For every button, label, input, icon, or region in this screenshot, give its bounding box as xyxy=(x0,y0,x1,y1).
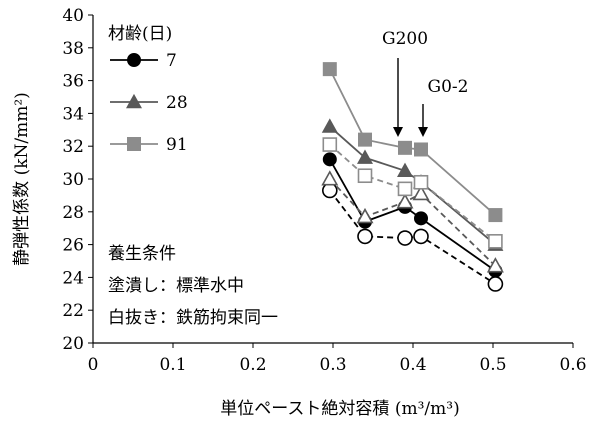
y-tick-label: 24 xyxy=(62,268,84,288)
annotation-g200: G200 xyxy=(382,29,428,137)
y-tick-label: 30 xyxy=(62,170,84,190)
tick-labels: 0 0.1 0.2 0.3 0.4 0.5 0.6 20 22 24 26 28 30 32 34 36 38 4… xyxy=(62,6,586,375)
data-point xyxy=(397,181,413,197)
data-point xyxy=(487,276,504,292)
legend-entry-28: 28 xyxy=(110,93,188,113)
annotation-g0-2: G0-2 xyxy=(418,77,468,137)
legend: 材齢(日) 7 28 91 xyxy=(108,24,188,155)
legend-title: 材齢(日) xyxy=(108,24,172,44)
data-point xyxy=(321,182,338,199)
series-layer xyxy=(321,62,504,292)
legend-marker xyxy=(126,93,142,109)
annotation-arrowhead xyxy=(418,127,428,137)
series-line xyxy=(329,143,496,243)
x-tick-label: 0.3 xyxy=(319,355,346,375)
legend-label: 28 xyxy=(166,93,188,113)
x-axis-title: 単位ペースト絶対容積 (m³/m³) xyxy=(220,399,459,419)
x-tick-label: 0.4 xyxy=(399,355,426,375)
data-point xyxy=(358,132,372,147)
y-tick-label: 22 xyxy=(62,301,84,321)
series-restrained-3 xyxy=(321,182,504,292)
data-point xyxy=(322,152,337,167)
data-point xyxy=(321,170,339,186)
y-axis-title: 静弾性係数 (kN/mm²) xyxy=(12,92,32,266)
series-line xyxy=(329,189,496,285)
series-28 xyxy=(321,118,504,251)
data-point xyxy=(321,118,338,133)
data-point xyxy=(357,149,373,164)
data-point xyxy=(357,228,373,245)
annotation-label: G200 xyxy=(382,29,428,49)
data-point xyxy=(414,211,428,226)
series-restrained-5 xyxy=(322,137,503,249)
data-point xyxy=(356,207,374,224)
data-point xyxy=(488,234,503,249)
data-point xyxy=(397,230,413,246)
series-restrained-4 xyxy=(321,170,504,273)
data-point xyxy=(322,62,337,77)
data-point xyxy=(414,142,428,157)
x-tick-label: 0.5 xyxy=(479,355,506,375)
legend-marker xyxy=(127,137,141,151)
data-point xyxy=(398,140,412,155)
legend-entry-7: 7 xyxy=(110,51,177,71)
series-line xyxy=(329,125,496,246)
y-tick-label: 26 xyxy=(62,236,84,256)
data-point xyxy=(413,174,429,190)
series-7 xyxy=(322,152,503,278)
data-point xyxy=(412,184,430,201)
y-tick-label: 40 xyxy=(62,6,84,26)
note-line: 塗潰し：標準水中 xyxy=(108,275,244,296)
legend-label: 7 xyxy=(166,51,177,71)
y-tick-label: 38 xyxy=(62,39,84,59)
series-line xyxy=(328,68,496,216)
annotation-label: G0-2 xyxy=(428,77,469,97)
annotations: G200 G0-2 xyxy=(382,29,468,137)
data-point xyxy=(486,257,504,273)
y-tick-label: 36 xyxy=(62,72,84,92)
note-line: 養生条件 xyxy=(108,244,176,264)
data-point xyxy=(488,208,503,223)
note-line: 白抜き：鉄筋拘束同一 xyxy=(108,308,278,328)
x-tick-label: 0.6 xyxy=(559,355,586,375)
data-point xyxy=(396,193,414,209)
y-tick-label: 20 xyxy=(62,334,84,354)
data-point xyxy=(413,228,429,245)
data-point xyxy=(357,168,373,184)
legend-entry-91: 91 xyxy=(110,135,188,155)
y-tick-label: 28 xyxy=(62,203,84,223)
y-tick-label: 34 xyxy=(62,104,84,124)
series-91 xyxy=(322,62,503,223)
data-point xyxy=(322,137,338,152)
x-tick-label: 0.2 xyxy=(239,355,266,375)
x-tick-label: 0 xyxy=(88,355,99,375)
annotation-arrowhead xyxy=(393,127,403,137)
legend-label: 91 xyxy=(166,135,188,155)
data-point xyxy=(397,162,413,178)
y-tick-label: 32 xyxy=(62,137,84,157)
legend-marker xyxy=(127,53,141,67)
x-tick-label: 0.1 xyxy=(159,355,186,375)
